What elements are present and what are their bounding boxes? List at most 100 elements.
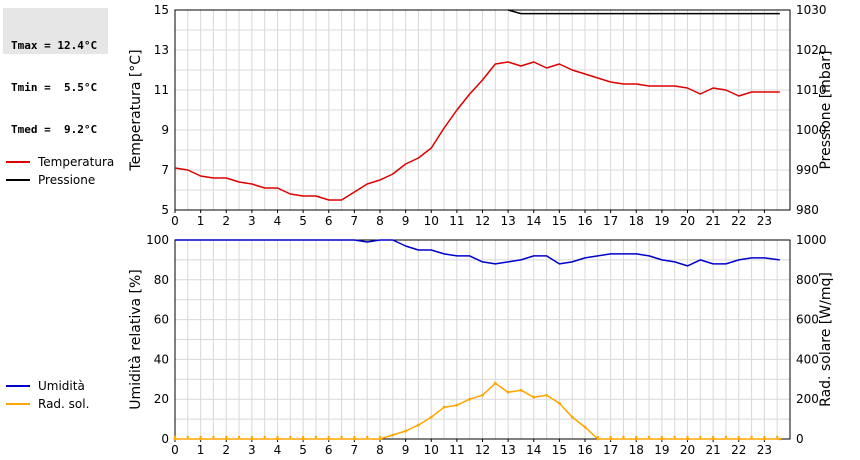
rad-sol-point <box>327 437 331 441</box>
rad-sol-point <box>199 437 203 441</box>
x-tick-label: 12 <box>475 214 490 228</box>
y-left-tick-label: 40 <box>154 352 169 366</box>
y-left-tick-label: 15 <box>154 3 169 17</box>
y-left-tick-label: 7 <box>161 163 169 177</box>
rad-sol-point <box>647 435 651 439</box>
rad-sol-point <box>276 435 279 439</box>
legend-label: Umidità <box>38 379 85 393</box>
rad-sol-point <box>276 437 279 441</box>
rad-sol-point <box>237 435 241 439</box>
y-left-tick-label: 0 <box>161 432 169 446</box>
y-left-tick-label: 5 <box>161 203 169 217</box>
x-tick-label: 8 <box>376 214 384 228</box>
y-right-tick-label: 400 <box>796 352 819 366</box>
y-right-tick-label: 600 <box>796 313 819 327</box>
y-right-tick-label: 1000 <box>796 123 827 137</box>
x-tick-label: 23 <box>757 214 772 228</box>
rad-sol-point <box>737 435 740 439</box>
rad-sol-point <box>750 435 753 439</box>
rad-sol-point <box>778 437 782 441</box>
rad-sol-point <box>699 435 702 439</box>
x-tick-label: 16 <box>577 443 592 457</box>
rad-sol-point <box>224 437 228 441</box>
series-line-umidit- <box>175 239 780 267</box>
rad-sol-point <box>301 437 305 441</box>
x-tick-label: 10 <box>424 443 439 457</box>
x-tick-label: 5 <box>299 214 307 228</box>
rad-sol-point <box>711 437 715 441</box>
x-tick-label: 6 <box>325 443 333 457</box>
x-tick-label: 2 <box>222 214 230 228</box>
x-tick-label: 4 <box>274 443 282 457</box>
rad-sol-point <box>340 435 343 439</box>
x-tick-label: 8 <box>376 443 384 457</box>
x-tick-label: 7 <box>351 443 359 457</box>
x-tick-label: 11 <box>449 443 464 457</box>
y-right-tick-label: 980 <box>796 203 819 217</box>
x-tick-label: 9 <box>402 214 410 228</box>
y-left-tick-label: 60 <box>154 313 169 327</box>
rad-sol-point <box>301 435 305 439</box>
series-line-temperatura <box>174 61 780 201</box>
x-tick-label: 17 <box>603 443 618 457</box>
x-tick-label: 6 <box>325 214 333 228</box>
rad-sol-point <box>327 435 330 439</box>
rad-sol-point <box>199 435 202 439</box>
x-tick-label: 3 <box>248 443 256 457</box>
rad-sol-point <box>635 435 638 439</box>
x-tick-label: 3 <box>248 214 256 228</box>
x-tick-label: 21 <box>705 214 720 228</box>
rad-sol-point <box>263 435 266 439</box>
rad-sol-point <box>583 425 587 429</box>
x-tick-label: 19 <box>654 443 669 457</box>
y-left-tick-label: 80 <box>154 273 169 287</box>
y-left-tick-label: 11 <box>154 83 169 97</box>
rad-sol-point <box>493 381 497 385</box>
tmed-text: Tmed = 9.2°C <box>11 123 98 136</box>
x-tick-label: 22 <box>731 443 746 457</box>
rad-sol-point <box>250 435 254 439</box>
x-tick-label: 1 <box>197 214 205 228</box>
rad-sol-point <box>596 437 600 441</box>
rad-sol-point <box>660 435 664 439</box>
rad-sol-point <box>186 435 190 439</box>
x-tick-label: 20 <box>680 443 695 457</box>
rad-sol-point <box>365 435 369 439</box>
rad-sol-point <box>378 437 382 441</box>
rad-sol-point <box>711 435 715 439</box>
rad-sol-point <box>442 405 446 409</box>
x-tick-label: 14 <box>526 443 541 457</box>
rad-sol-point <box>417 423 420 427</box>
y-right-tick-label: 1020 <box>796 43 827 57</box>
y-left-tick-label: 13 <box>154 43 169 57</box>
rad-sol-point <box>634 437 638 441</box>
y-right-axis-label: Pressione [mbar] <box>818 50 834 169</box>
tmax-text: Tmax = 12.4°C <box>11 39 98 52</box>
y-left-axis-label: Temperatura [°C] <box>128 49 144 171</box>
rad-sol-point <box>506 390 510 394</box>
rad-sol-point <box>686 437 689 441</box>
x-tick-label: 21 <box>705 443 720 457</box>
x-tick-label: 0 <box>171 214 179 228</box>
rad-sol-point <box>378 435 382 439</box>
rad-sol-point <box>481 393 484 397</box>
rad-sol-point <box>225 435 228 439</box>
x-tick-label: 13 <box>500 443 515 457</box>
rad-sol-point <box>660 437 664 441</box>
y-left-tick-label: 100 <box>146 233 169 247</box>
rad-sol-point <box>557 401 561 405</box>
rad-sol-point <box>455 403 459 407</box>
rad-sol-point <box>686 435 689 439</box>
y-right-axis-label: Rad. solare [W/mq] <box>818 272 834 407</box>
y-left-axis-label: Umidità relativa [%] <box>128 269 144 410</box>
rad-sol-point <box>763 435 766 439</box>
x-tick-label: 18 <box>629 214 644 228</box>
rad-sol-point <box>724 435 728 439</box>
rad-sol-point <box>314 435 318 439</box>
x-tick-label: 16 <box>577 214 592 228</box>
y-right-tick-label: 990 <box>796 163 819 177</box>
y-right-tick-label: 1000 <box>796 233 827 247</box>
rad-sol-point <box>429 415 433 419</box>
chart-panel-1: 0 1 2 3 4 5 6 7 8 9 10 11 12 13 14 15 16 17 18 19 20 21 22 2357… <box>6 3 834 228</box>
